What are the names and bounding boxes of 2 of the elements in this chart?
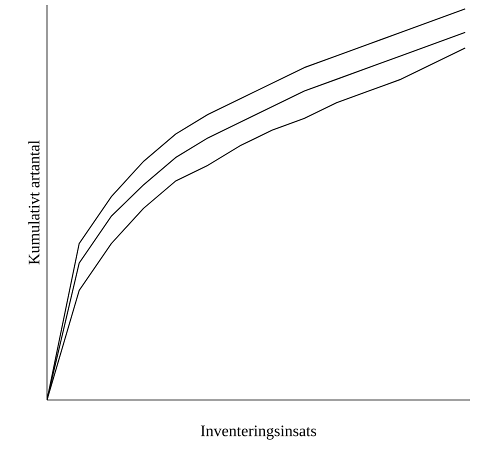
y-axis-title: Kumulativt artantal [28,140,40,264]
x-axis-title: Inventeringsinsats [200,426,316,440]
